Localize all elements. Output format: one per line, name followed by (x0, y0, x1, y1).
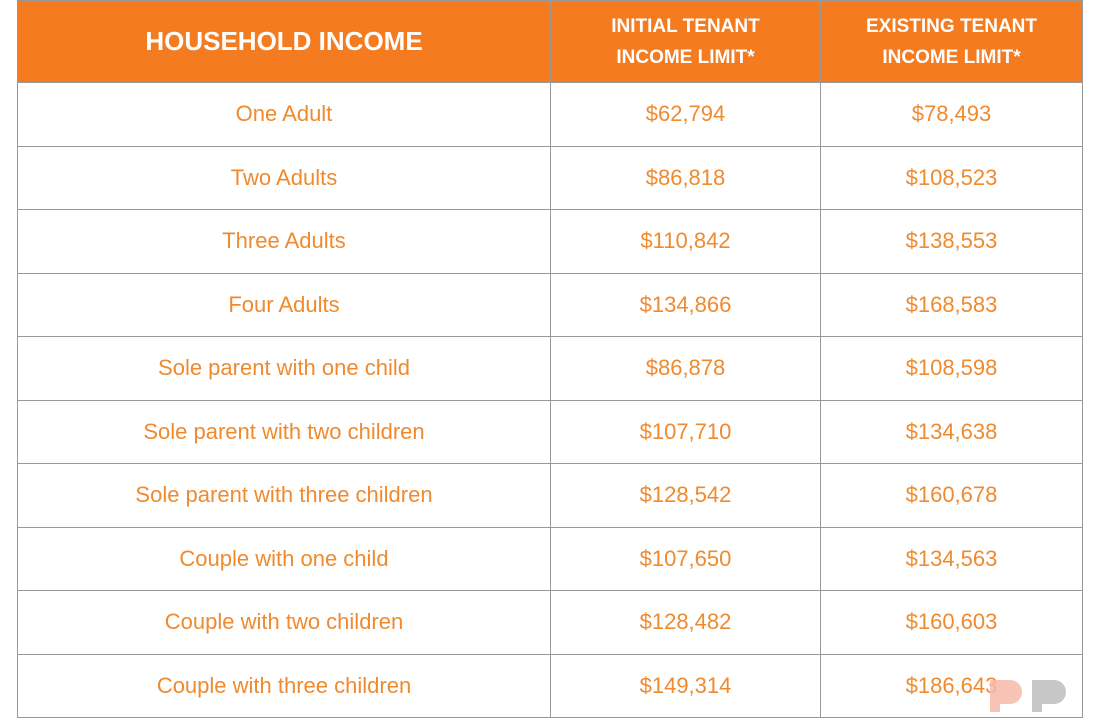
initial-limit-cell: $128,542 (550, 463, 821, 528)
header-line: INITIAL TENANT (611, 15, 760, 37)
initial-limit-cell: $62,794 (550, 82, 821, 147)
logo-watermark-icon (990, 680, 1066, 712)
table-row: Sole parent with two children $107,710 $13… (17, 399, 1083, 464)
existing-limit-cell: $160,603 (820, 590, 1083, 655)
table-row: Couple with two children $128,482 $160,603 (17, 590, 1083, 655)
initial-limit-cell: $107,710 (550, 399, 821, 464)
initial-limit-cell: $128,482 (550, 590, 821, 655)
table-row: Sole parent with three children $128,542 $… (17, 463, 1083, 528)
header-row: HOUSEHOLD INCOME INITIAL TENANT INCOME LI… (17, 0, 1083, 83)
existing-limit-cell: $168,583 (820, 272, 1083, 337)
initial-limit-cell: $110,842 (550, 209, 821, 274)
header-line: INCOME LIMIT* (882, 46, 1021, 68)
household-type-cell: Two Adults (17, 145, 551, 210)
table-row: Four Adults $134,866 $168,583 (17, 272, 1083, 337)
existing-limit-cell: $108,523 (820, 145, 1083, 210)
initial-limit-cell: $86,818 (550, 145, 821, 210)
table-row: Two Adults $86,818 $108,523 (17, 145, 1083, 210)
household-type-cell: Sole parent with one child (17, 336, 551, 401)
table-row: Three Adults $110,842 $138,553 (17, 209, 1083, 274)
household-type-cell: Couple with two children (17, 590, 551, 655)
household-type-cell: Three Adults (17, 209, 551, 274)
household-type-cell: One Adult (17, 82, 551, 147)
header-existing-tenant: EXISTING TENANT INCOME LIMIT* (820, 0, 1083, 83)
existing-limit-cell: $108,598 (820, 336, 1083, 401)
initial-limit-cell: $107,650 (550, 526, 821, 591)
existing-limit-cell: $134,563 (820, 526, 1083, 591)
household-type-cell: Sole parent with two children (17, 399, 551, 464)
header-line: EXISTING TENANT (865, 15, 1037, 37)
existing-limit-cell: $138,553 (820, 209, 1083, 274)
household-type-cell: Four Adults (17, 272, 551, 337)
initial-limit-cell: $149,314 (550, 653, 821, 718)
table-row: Couple with three children $149,314 $186,6… (17, 653, 1083, 718)
table-row: Couple with one child $107,650 $134,563 (17, 526, 1083, 591)
header-line: INCOME LIMIT* (616, 46, 755, 68)
household-type-cell: Sole parent with three children (17, 463, 551, 528)
household-type-cell: Couple with one child (17, 526, 551, 591)
existing-limit-cell: $134,638 (820, 399, 1083, 464)
header-initial-tenant: INITIAL TENANT INCOME LIMIT* (550, 0, 821, 83)
header-household-income: HOUSEHOLD INCOME (17, 0, 551, 83)
household-type-cell: Couple with three children (17, 653, 551, 718)
initial-limit-cell: $134,866 (550, 272, 821, 337)
table-row: Sole parent with one child $86,878 $108,59… (17, 336, 1083, 401)
existing-limit-cell: $160,678 (820, 463, 1083, 528)
table-row: One Adult $62,794 $78,493 (17, 82, 1083, 147)
existing-limit-cell: $78,493 (820, 82, 1083, 147)
initial-limit-cell: $86,878 (550, 336, 821, 401)
income-limits-table: HOUSEHOLD INCOME INITIAL TENANT INCOME LI… (17, 0, 1083, 718)
